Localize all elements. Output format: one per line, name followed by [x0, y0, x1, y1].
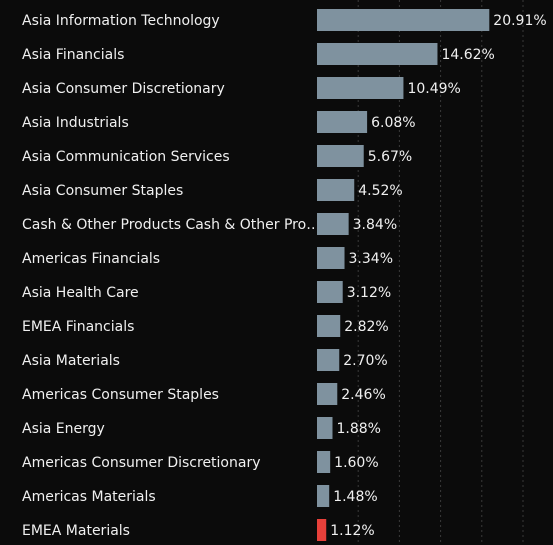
value-label: 1.48% [333, 489, 377, 505]
category-label: Asia Financials [22, 47, 124, 63]
bar [317, 383, 338, 405]
bar [317, 179, 355, 201]
category-label: Americas Materials [22, 489, 156, 505]
value-label: 2.70% [343, 353, 387, 369]
category-label: Asia Health Care [22, 285, 139, 301]
value-label: 4.52% [358, 183, 402, 199]
category-label: Cash & Other Products Cash & Other Pro… [22, 217, 320, 233]
bar [317, 315, 341, 337]
category-label: EMEA Financials [22, 319, 134, 335]
value-label: 3.84% [353, 217, 397, 233]
value-label: 1.12% [330, 523, 374, 539]
value-label: 14.62% [441, 47, 494, 63]
bar [317, 213, 349, 235]
bar [317, 349, 340, 371]
bar [317, 281, 343, 303]
category-label: Asia Information Technology [22, 13, 220, 29]
value-label: 2.82% [344, 319, 388, 335]
category-label: Asia Materials [22, 353, 120, 369]
category-label: Asia Communication Services [22, 149, 230, 165]
category-label: Americas Consumer Staples [22, 387, 219, 403]
bar [317, 451, 331, 473]
value-label: 6.08% [371, 115, 415, 131]
bar [317, 111, 368, 133]
value-label: 1.60% [334, 455, 378, 471]
bar [317, 247, 345, 269]
value-label: 3.12% [347, 285, 391, 301]
bar [317, 485, 330, 507]
category-label: Americas Consumer Discretionary [22, 455, 261, 471]
value-label: 3.34% [349, 251, 393, 267]
value-label: 20.91% [493, 13, 546, 29]
category-label: Asia Energy [22, 421, 105, 437]
category-label: Asia Industrials [22, 115, 129, 131]
bar [317, 43, 438, 65]
category-label: Asia Consumer Discretionary [22, 81, 225, 97]
value-label: 2.46% [341, 387, 385, 403]
category-label: Asia Consumer Staples [22, 183, 183, 199]
bar [317, 77, 404, 99]
bar [317, 9, 490, 31]
category-label: EMEA Materials [22, 523, 130, 539]
bar [317, 145, 364, 167]
value-label: 5.67% [368, 149, 412, 165]
value-label: 10.49% [407, 81, 460, 97]
bar [317, 519, 327, 541]
value-label: 1.88% [336, 421, 380, 437]
bar [317, 417, 333, 439]
category-label: Americas Financials [22, 251, 160, 267]
